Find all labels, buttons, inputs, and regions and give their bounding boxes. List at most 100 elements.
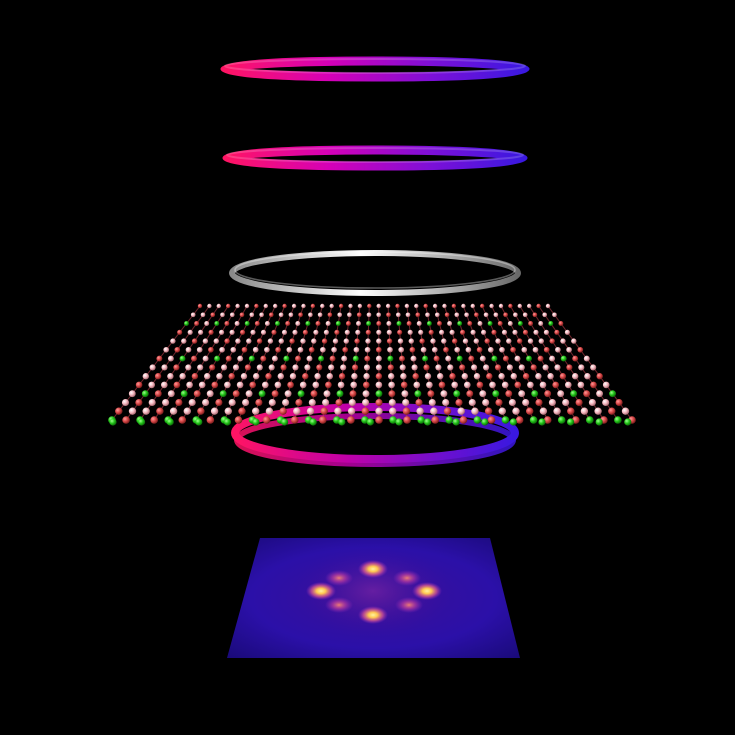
lattice-atom — [321, 338, 328, 344]
lattice-atom — [451, 381, 459, 389]
lattice-atom — [583, 355, 590, 362]
lattice-atom — [329, 303, 334, 309]
lattice-atom — [366, 321, 372, 326]
lattice-atom — [518, 364, 525, 371]
lattice-atom — [337, 381, 345, 389]
lattice-atom — [308, 346, 315, 353]
lattice-atom — [340, 364, 347, 371]
lattice-atom — [232, 390, 240, 398]
lattice-atom — [314, 373, 321, 380]
lattice-atom — [510, 373, 517, 380]
probe-ring — [229, 250, 521, 296]
lattice-atom — [549, 355, 556, 362]
lattice-atom — [306, 355, 313, 362]
lattice-atom — [431, 346, 438, 353]
lattice-atom — [452, 338, 458, 344]
lattice-atom — [206, 416, 215, 424]
lattice-atom — [416, 321, 422, 326]
lattice-atom — [492, 390, 500, 398]
lattice-atom — [302, 373, 309, 380]
lattice-atom — [471, 407, 479, 415]
lattice-atom — [253, 373, 260, 380]
lattice-atom — [564, 329, 570, 335]
lattice-atom — [578, 364, 585, 371]
lattice-atom — [202, 338, 209, 344]
lattice-atom — [522, 312, 528, 318]
lattice-atom — [287, 381, 294, 389]
lattice-atom — [435, 364, 442, 371]
lattice-atom — [491, 329, 497, 335]
lattice-atom — [412, 373, 419, 380]
lattice-atom — [386, 312, 391, 318]
lattice-atom — [395, 303, 400, 309]
lattice-atom — [173, 364, 180, 371]
lattice-atom — [347, 407, 356, 415]
lattice-atom — [439, 329, 445, 335]
lattice-atom — [543, 329, 549, 335]
lattice-atom — [169, 407, 178, 415]
lattice-atom — [362, 398, 370, 407]
lattice-atom — [336, 390, 344, 398]
lattice-atom — [160, 381, 168, 389]
lattice-atom — [265, 407, 274, 415]
lattice-atom — [552, 312, 557, 318]
lattice-atom — [258, 390, 266, 398]
lattice-atom — [401, 390, 409, 398]
lattice-atom — [242, 398, 250, 407]
lattice-atom — [414, 390, 422, 398]
lattice-atom — [281, 329, 288, 335]
lattice-atom — [142, 407, 150, 415]
transmitted-ring — [231, 403, 519, 467]
lattice-atom — [255, 398, 263, 407]
lattice-atom — [557, 416, 566, 424]
lattice-atom — [348, 398, 356, 407]
lattice-atom — [522, 398, 530, 407]
lattice-atom — [193, 390, 201, 398]
lattice-atom — [538, 321, 544, 326]
lattice-atom — [537, 355, 544, 362]
lattice-atom — [341, 355, 348, 362]
lattice-atom — [615, 398, 623, 407]
lattice-atom — [366, 312, 372, 318]
lattice-atom — [345, 321, 351, 326]
lattice-atom — [455, 398, 463, 407]
lattice-atom — [386, 338, 393, 344]
lattice-atom — [388, 398, 396, 407]
lattice-atom — [295, 398, 303, 407]
lattice-atom — [271, 355, 278, 362]
lattice-atom — [473, 338, 479, 344]
lattice-atom — [316, 364, 323, 371]
lattice-atom — [128, 390, 136, 398]
lattice-atom — [234, 416, 243, 424]
lattice-atom — [538, 338, 544, 344]
lattice-atom — [332, 338, 339, 344]
lattice-atom — [167, 355, 174, 362]
lattice-atom — [465, 346, 472, 353]
lattice-atom — [503, 312, 508, 318]
lattice-atom — [244, 321, 250, 326]
lattice-atom — [331, 346, 337, 353]
lattice-atom — [246, 338, 252, 344]
lattice-atom — [522, 329, 529, 335]
lattice-atom — [283, 355, 290, 362]
lattice-atom — [514, 381, 522, 389]
lattice-atom — [280, 364, 287, 371]
lattice-atom — [476, 381, 484, 389]
lattice-atom — [388, 390, 396, 398]
lattice-atom — [210, 312, 216, 318]
lattice-atom — [338, 373, 346, 380]
lattice-atom — [209, 364, 216, 371]
lattice-atom — [375, 416, 383, 424]
lattice-atom — [507, 321, 513, 326]
lattice-atom — [344, 329, 350, 335]
lattice-atom — [252, 407, 260, 415]
lattice-atom — [338, 418, 346, 426]
lattice-atom — [115, 407, 123, 415]
lattice-atom — [479, 355, 486, 362]
lattice-atom — [322, 398, 330, 407]
lattice-atom — [566, 346, 572, 353]
lattice-atom — [517, 321, 523, 326]
lattice-atom — [531, 390, 539, 398]
lattice-atom — [293, 407, 301, 415]
lattice-atom — [352, 364, 359, 371]
